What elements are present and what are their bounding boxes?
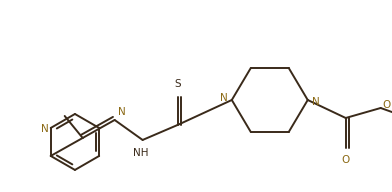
Text: N: N [41, 124, 49, 134]
Text: N: N [118, 107, 125, 117]
Text: N: N [312, 97, 319, 107]
Text: O: O [341, 155, 350, 165]
Text: S: S [174, 79, 181, 89]
Text: O: O [383, 100, 391, 110]
Text: N: N [220, 93, 228, 103]
Text: NH: NH [133, 148, 149, 158]
